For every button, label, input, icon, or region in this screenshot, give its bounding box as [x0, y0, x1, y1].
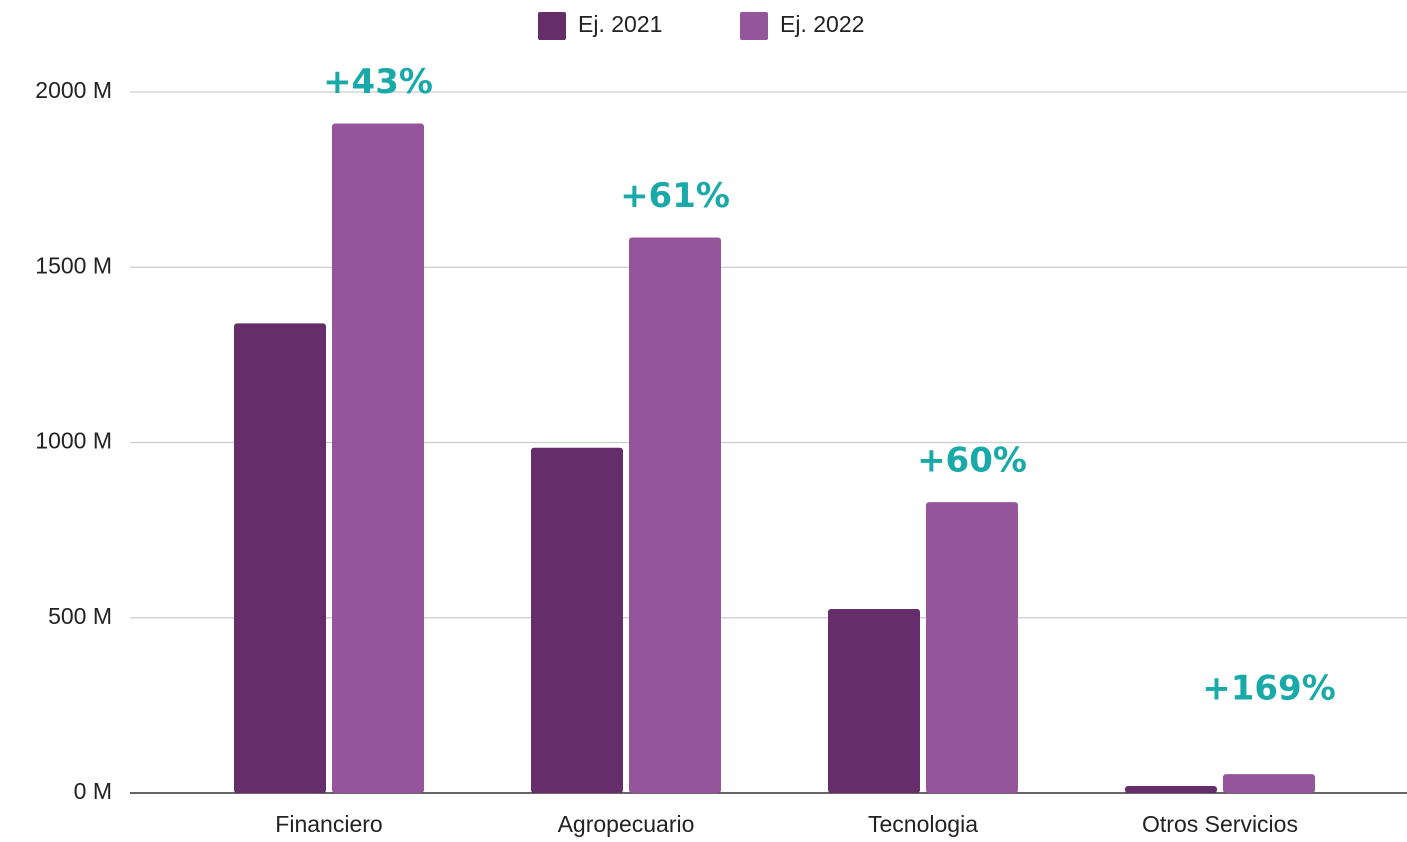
x-tick-label: Otros Servicios	[1142, 811, 1298, 837]
y-tick-label: 1500 M	[35, 252, 112, 278]
y-tick-label: 0 M	[74, 778, 112, 804]
legend-swatch	[538, 12, 566, 40]
bar	[332, 123, 424, 794]
bar	[629, 237, 721, 793]
x-tick-label: Financiero	[275, 811, 382, 837]
legend-swatch	[740, 12, 768, 40]
x-tick-label: Tecnologia	[868, 811, 978, 837]
x-tick-label: Agropecuario	[558, 811, 695, 837]
bar	[234, 323, 326, 793]
y-tick-label: 1000 M	[35, 428, 112, 454]
annotation: +60%	[917, 441, 1027, 481]
bar	[1125, 785, 1217, 793]
bar	[926, 502, 1018, 793]
legend-label: Ej. 2022	[780, 11, 864, 37]
annotation: +169%	[1202, 669, 1336, 709]
y-tick-label: 500 M	[48, 603, 112, 629]
bar	[1223, 774, 1315, 793]
y-tick-label: 2000 M	[35, 77, 112, 103]
annotation: +43%	[323, 62, 433, 102]
annotation: +61%	[620, 176, 730, 216]
bar	[828, 608, 920, 793]
bar	[531, 447, 623, 793]
legend-label: Ej. 2021	[578, 11, 662, 37]
